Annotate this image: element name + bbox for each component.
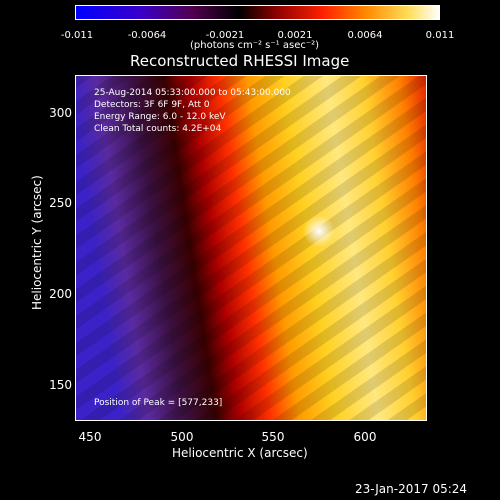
colorbar-tick-label: 0.0021 [277,30,313,41]
y-axis-label: Heliocentric Y (arcsec) [30,175,44,310]
rhessi-image [75,75,427,421]
colorbar [75,5,440,20]
info-energy-range: Energy Range: 6.0 - 12.0 keV [94,112,226,122]
y-tick-label: 150 [49,378,72,392]
x-axis-label: Heliocentric X (arcsec) [172,446,308,460]
colorbar-units: (photons cm⁻² s⁻¹ asec⁻²) [190,40,320,51]
x-tick-label: 550 [261,430,285,444]
image-title: Reconstructed RHESSI Image [130,52,350,70]
footer-timestamp: 23-Jan-2017 05:24 [355,482,468,496]
colorbar-tick-label: -0.011 [60,30,94,41]
colorbar-tick-label: 0.011 [425,30,455,41]
x-tick-label: 500 [170,430,194,444]
colorbar-tick-label: -0.0021 [205,30,245,41]
info-detectors: Detectors: 3F 6F 9F, Att 0 [94,100,210,110]
y-tick-label: 300 [49,106,72,120]
info-peak-position: Position of Peak = [577,233] [94,398,223,408]
colorbar-tick-label: 0.0064 [347,30,383,41]
info-clean-counts: Clean Total counts: 4.2E+04 [94,124,222,134]
x-tick-label: 450 [78,430,102,444]
x-tick-label: 600 [353,430,377,444]
info-time-range: 25-Aug-2014 05:33:00.000 to 05:43:00.000 [94,88,291,98]
colorbar-tick-label: -0.0064 [127,30,167,41]
y-tick-label: 200 [49,287,72,301]
y-tick-label: 250 [49,196,72,210]
